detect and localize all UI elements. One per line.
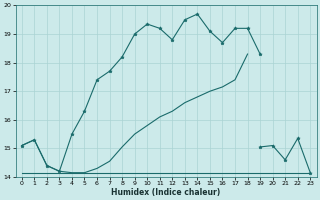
X-axis label: Humidex (Indice chaleur): Humidex (Indice chaleur) xyxy=(111,188,221,197)
